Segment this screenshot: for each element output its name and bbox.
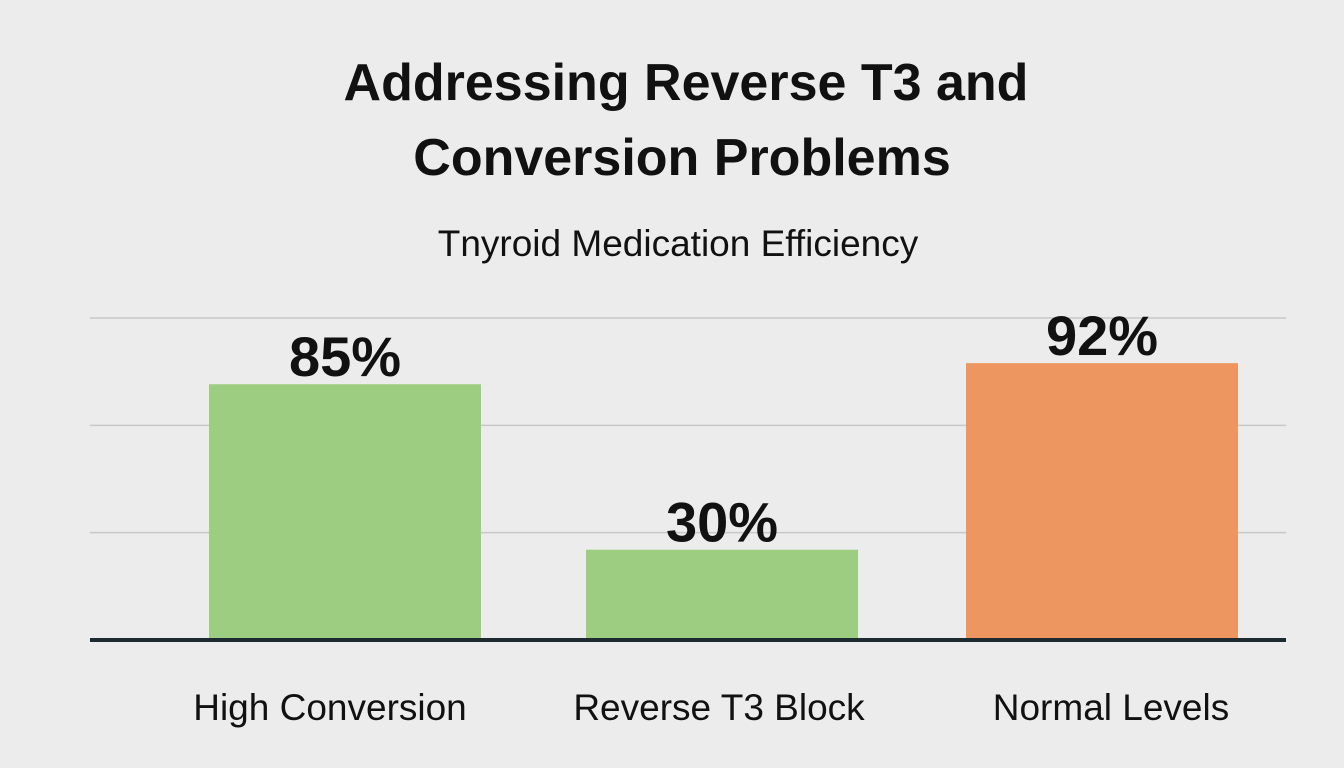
category-label: High Conversion: [193, 687, 467, 728]
bar: [966, 363, 1238, 640]
chart-subtitle: Tnyroid Medication Efficiency: [438, 223, 919, 264]
bar: [586, 549, 858, 640]
category-label: Normal Levels: [993, 687, 1229, 728]
data-label: 85%: [289, 325, 401, 388]
bars: [209, 363, 1238, 640]
chart-title-line-2: Conversion Problems: [413, 129, 950, 187]
data-label: 30%: [666, 491, 778, 554]
data-labels: 85% 30% 92%: [289, 304, 1158, 554]
category-labels: High Conversion Reverse T3 Block Normal Le…: [193, 687, 1229, 728]
chart-title-line-1: Addressing Reverse T3 and: [344, 54, 1029, 112]
bar: [209, 384, 481, 640]
category-label: Reverse T3 Block: [573, 687, 865, 728]
data-label: 92%: [1046, 304, 1158, 367]
